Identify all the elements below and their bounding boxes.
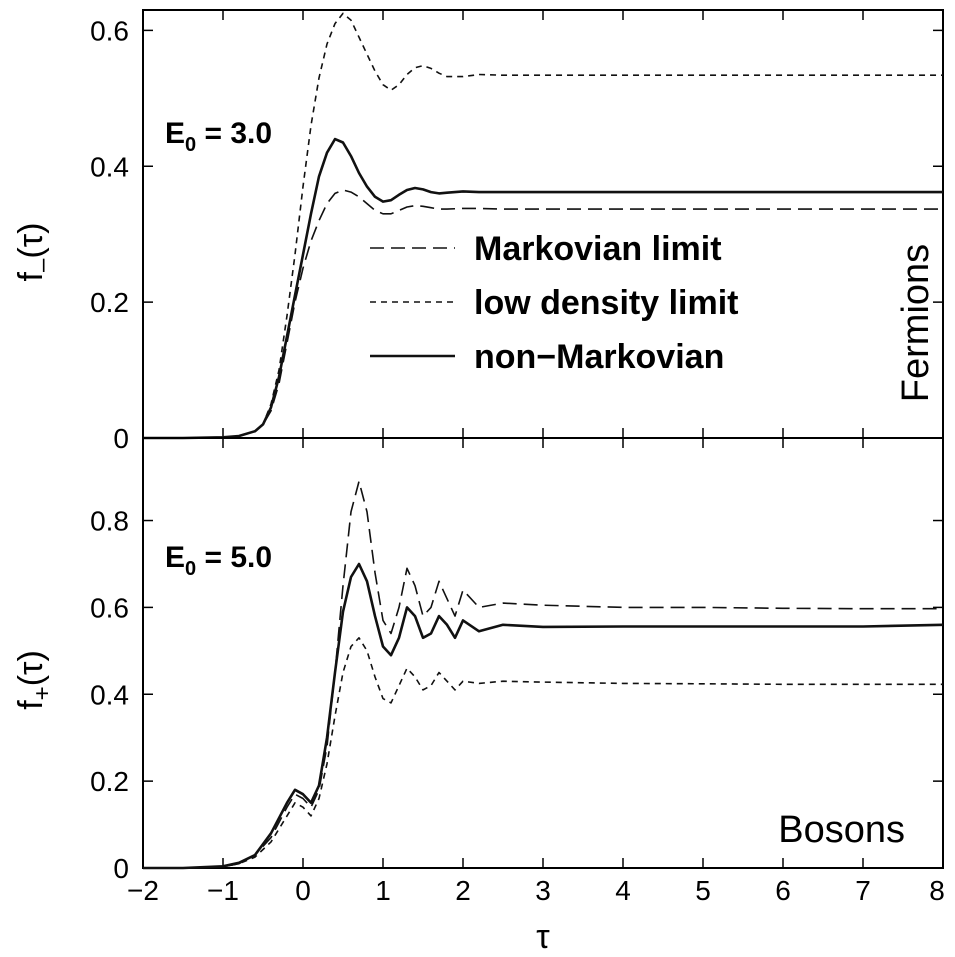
bottom-side-label: Bosons <box>778 809 905 851</box>
x-tick-label: 4 <box>615 875 631 906</box>
top-side-label: Fermions <box>895 244 937 402</box>
bottom-series-long-dash-line <box>143 480 943 869</box>
x-tick-label: −1 <box>207 875 239 906</box>
top-series-solid-line <box>143 137 943 440</box>
legend-label-low-density: low density limit <box>474 284 738 322</box>
top-annotation: E0 = 3.0 <box>165 117 272 156</box>
x-axis-label: τ <box>536 918 550 956</box>
legend: Markovian limit low density limit non−Ma… <box>370 230 738 376</box>
x-tick-label: 3 <box>535 875 551 906</box>
top-panel: 0 0.2 0.4 0.6 f–(τ) E0 = 3.0 Fermions Marko… <box>12 9 944 454</box>
bottom-series <box>143 480 944 870</box>
bottom-y-tick-label: 0 <box>113 853 129 884</box>
top-y-tick-label: 0.4 <box>90 151 129 182</box>
bottom-y-tick-label: 0.6 <box>90 592 129 623</box>
legend-label-non-markovian: non−Markovian <box>474 338 724 376</box>
top-y-tick-label: 0.2 <box>90 287 129 318</box>
x-tick-label: 2 <box>455 875 471 906</box>
bottom-y-axis-label: f+(τ) <box>12 650 56 710</box>
x-tick-label: 8 <box>929 875 945 906</box>
x-tick-label: 7 <box>855 875 871 906</box>
x-tick-label: 0 <box>295 875 311 906</box>
top-y-tick-label: 0.6 <box>90 15 129 46</box>
bottom-series-solid-line <box>143 562 944 870</box>
bottom-y-tick-label: 0.8 <box>90 506 129 537</box>
top-y-tick-label: 0 <box>113 423 129 454</box>
top-ticks: 0 0.2 0.4 0.6 <box>90 10 944 454</box>
top-series <box>143 12 943 440</box>
bottom-y-tick-label: 0.2 <box>90 766 129 797</box>
bottom-plot-frame <box>142 437 944 869</box>
bottom-series-short-dash-line <box>143 637 943 869</box>
x-tick-label: 1 <box>375 875 391 906</box>
bottom-annotation: E0 = 5.0 <box>165 541 272 580</box>
x-tick-label: −2 <box>127 875 159 906</box>
x-tick-label: 5 <box>695 875 711 906</box>
bottom-panel: 0 0.2 0.4 0.6 0.8 −2 −1 0 1 2 3 4 5 6 7 8 f+(τ) E0 = 5.… <box>12 437 945 956</box>
bottom-y-tick-label: 0.4 <box>90 679 129 710</box>
legend-label-markovian: Markovian limit <box>474 230 722 268</box>
x-tick-label: 6 <box>775 875 791 906</box>
top-series-long-dash-line <box>143 189 943 439</box>
top-y-axis-label: f–(τ) <box>12 223 56 282</box>
